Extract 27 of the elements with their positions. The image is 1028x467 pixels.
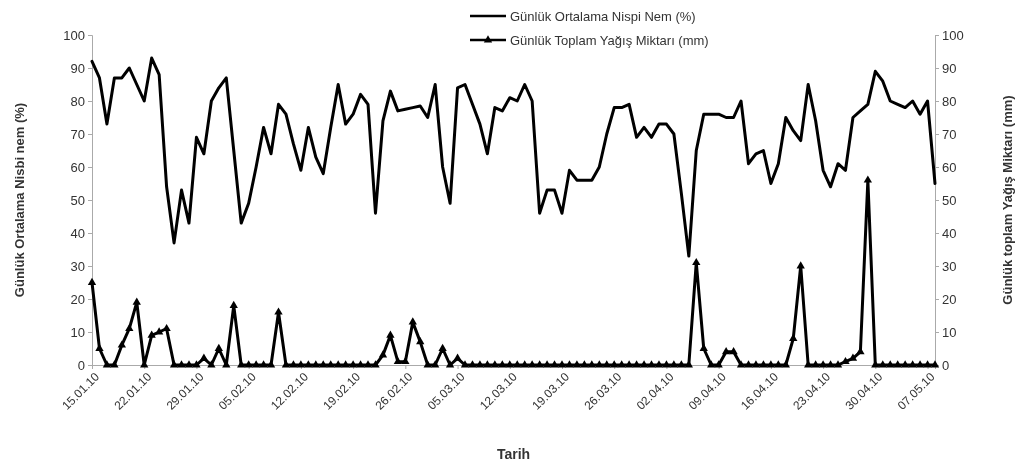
legend-label: Günlük Ortalama Nispi Nem (%) [510,8,696,24]
y2-tick-label: 100 [942,27,964,43]
y-tick-label: 0 [77,357,85,373]
y2-axis-title: Günlük toplam Yağış Miktarı (mm) [1000,95,1015,305]
y-tick-label: 50 [70,192,85,208]
y-tick-label: 10 [70,324,85,340]
y2-tick-label: 80 [942,93,957,109]
y-tick-label: 100 [63,27,85,43]
y2-tick-label: 90 [942,60,957,76]
y2-tick-label: 40 [942,225,957,241]
y2-tick-label: 70 [942,126,957,142]
y2-tick-label: 20 [942,291,957,307]
y-tick-label: 40 [70,225,85,241]
y-tick-label: 60 [70,159,85,175]
y2-tick-label: 10 [942,324,957,340]
y2-tick-label: 30 [942,258,957,274]
y-axis-title: Günlük Ortalama Nisbi nem (%) [12,102,27,298]
y2-tick-label: 0 [942,357,950,373]
y-tick-label: 30 [70,258,85,274]
y2-tick-label: 60 [942,159,957,175]
y-tick-label: 90 [70,60,85,76]
y-tick-label: 20 [70,291,85,307]
y-tick-label: 80 [70,93,85,109]
x-axis-title: Tarih [496,446,531,462]
y2-tick-label: 50 [942,192,957,208]
y-tick-label: 70 [70,126,85,142]
legend-label: Günlük Toplam Yağış Miktarı (mm) [510,32,709,48]
